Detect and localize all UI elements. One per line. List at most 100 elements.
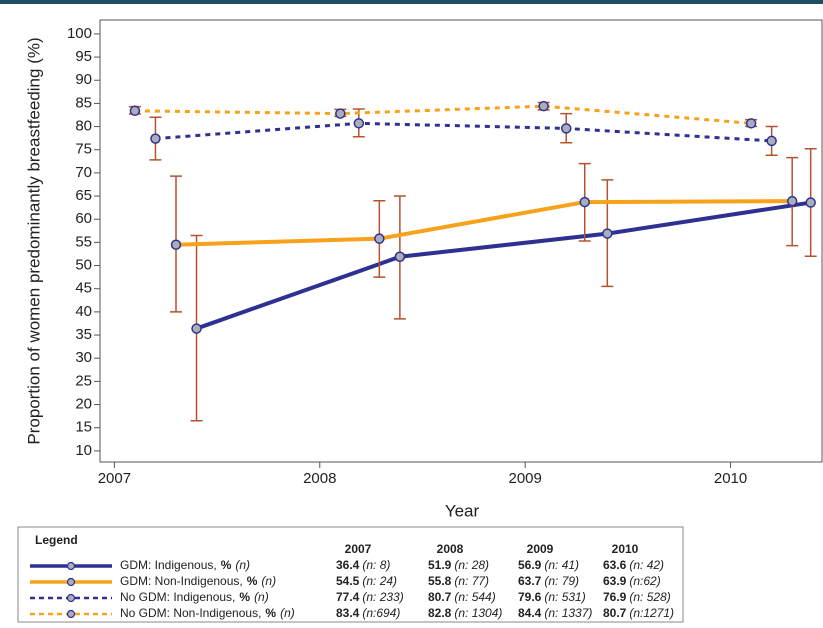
legend-value: 51.9 [428,558,452,572]
y-tick-label: 85 [75,94,92,111]
legend-cell: 63.9 (n:62) [603,574,661,588]
legend-value: 80.7 [428,590,452,604]
legend-n-label: (n:62) [629,574,660,588]
legend-year: 2007 [345,542,372,556]
legend-n-label: (n:1271) [629,606,674,620]
legend-value: 83.4 [336,606,360,620]
legend-n-label: (n: 1337) [544,606,592,620]
y-tick-label: 15 [75,419,92,436]
y-tick-label: 25 [75,372,92,389]
legend-value: 55.8 [428,574,452,588]
legend-unit: % [239,590,250,604]
y-tick-label: 30 [75,349,92,366]
y-tick-label: 20 [75,396,92,413]
legend-cell: 36.4 (n: 8) [336,558,390,572]
legend-entry: No GDM: Non-Indigenous,% (n) [120,606,295,620]
y-tick-label: 35 [75,326,92,343]
legend-unit: % [221,558,232,572]
legend-cell: 56.9 (n: 41) [518,558,579,572]
legend-cell: 63.7 (n: 79) [518,574,579,588]
y-tick-label: 65 [75,187,92,204]
x-tick-label: 2010 [714,470,747,487]
legend-n-label: (n: 79) [544,574,579,588]
legend-box [17,526,684,623]
y-tick-label: 100 [67,25,92,42]
legend-cell: 79.6 (n: 531) [518,590,586,604]
legend-name: GDM: Non-Indigenous, [120,574,243,588]
point [766,135,777,147]
y-tick-label: 45 [75,280,92,297]
legend-name: GDM: Indigenous, [120,558,217,572]
plot-frame [99,19,823,463]
point [374,233,385,244]
legend-cell: 84.4 (n: 1337) [518,606,592,620]
legend-value: 77.4 [336,590,360,604]
legend-n-label: (n: 77) [454,574,489,588]
legend-cell: 77.4 (n: 233) [336,590,404,604]
legend-cell: 80.7 (n:1271) [603,606,674,620]
point [579,196,590,208]
series-line [134,104,752,125]
point [191,323,202,334]
point [786,195,798,207]
series-line [175,199,793,247]
legend-cell: 83.4 (n:694) [336,606,400,620]
legend-n-label: (n: 28) [454,558,489,572]
y-tick-label: 90 [75,71,92,88]
point [745,118,757,129]
y-axis-label: Proportion of women predominantly breast… [24,37,43,444]
legend-value: 63.7 [518,574,542,588]
series-line [155,121,772,143]
legend-title: Legend [35,533,78,547]
legend-name: No GDM: Indigenous, [120,590,235,604]
legend-n-label: (n: 24) [362,574,397,588]
legend-entry: No GDM: Indigenous,% (n) [120,590,269,604]
point [602,228,613,239]
legend-value: 63.9 [603,574,627,588]
legend-marker [66,609,76,619]
legend-value: 79.6 [518,590,542,604]
point [150,133,161,144]
legend-n: (n) [261,574,276,588]
y-tick-label: 60 [75,210,92,227]
legend-cell: 76.9 (n: 528) [603,590,671,604]
y-tick-label: 75 [75,141,92,158]
legend-marker [66,561,76,571]
legend-value: 76.9 [603,590,627,604]
legend-entry: GDM: Indigenous,% (n) [120,558,250,572]
y-tick-label: 70 [75,164,92,181]
legend-value: 63.6 [603,558,627,572]
legend-cell: 63.6 (n: 42) [603,558,664,572]
legend-cell: 80.7 (n: 544) [428,590,496,604]
point [335,108,346,119]
y-tick-label: 95 [75,48,92,65]
legend-marker [66,593,76,603]
legend-cell: 51.9 (n: 28) [428,558,489,572]
legend-value: 56.9 [518,558,542,572]
legend-unit: % [265,606,276,620]
x-tick-label: 2009 [508,470,541,487]
legend-n-label: (n: 544) [454,590,495,604]
y-tick-label: 50 [75,257,92,274]
legend-entry: GDM: Non-Indigenous,% (n) [120,574,276,588]
legend-n-label: (n: 233) [362,590,403,604]
x-tick-label: 2007 [98,470,131,487]
legend-value: 84.4 [518,606,542,620]
legend-marker [66,577,76,587]
legend-n-label: (n: 8) [362,558,390,572]
legend-n-label: (n: 42) [629,558,664,572]
legend-year: 2009 [527,542,554,556]
point [561,123,572,134]
series-line [195,200,811,331]
legend-n-label: (n:694) [362,606,400,620]
legend-cell: 54.5 (n: 24) [336,574,397,588]
legend-value: 54.5 [336,574,360,588]
x-tick-label: 2008 [303,470,336,487]
legend-n-label: (n: 528) [629,590,670,604]
legend-n: (n) [254,590,269,604]
point [353,118,365,129]
legend-value: 82.8 [428,606,452,620]
legend-year: 2010 [612,542,639,556]
point [805,197,816,208]
